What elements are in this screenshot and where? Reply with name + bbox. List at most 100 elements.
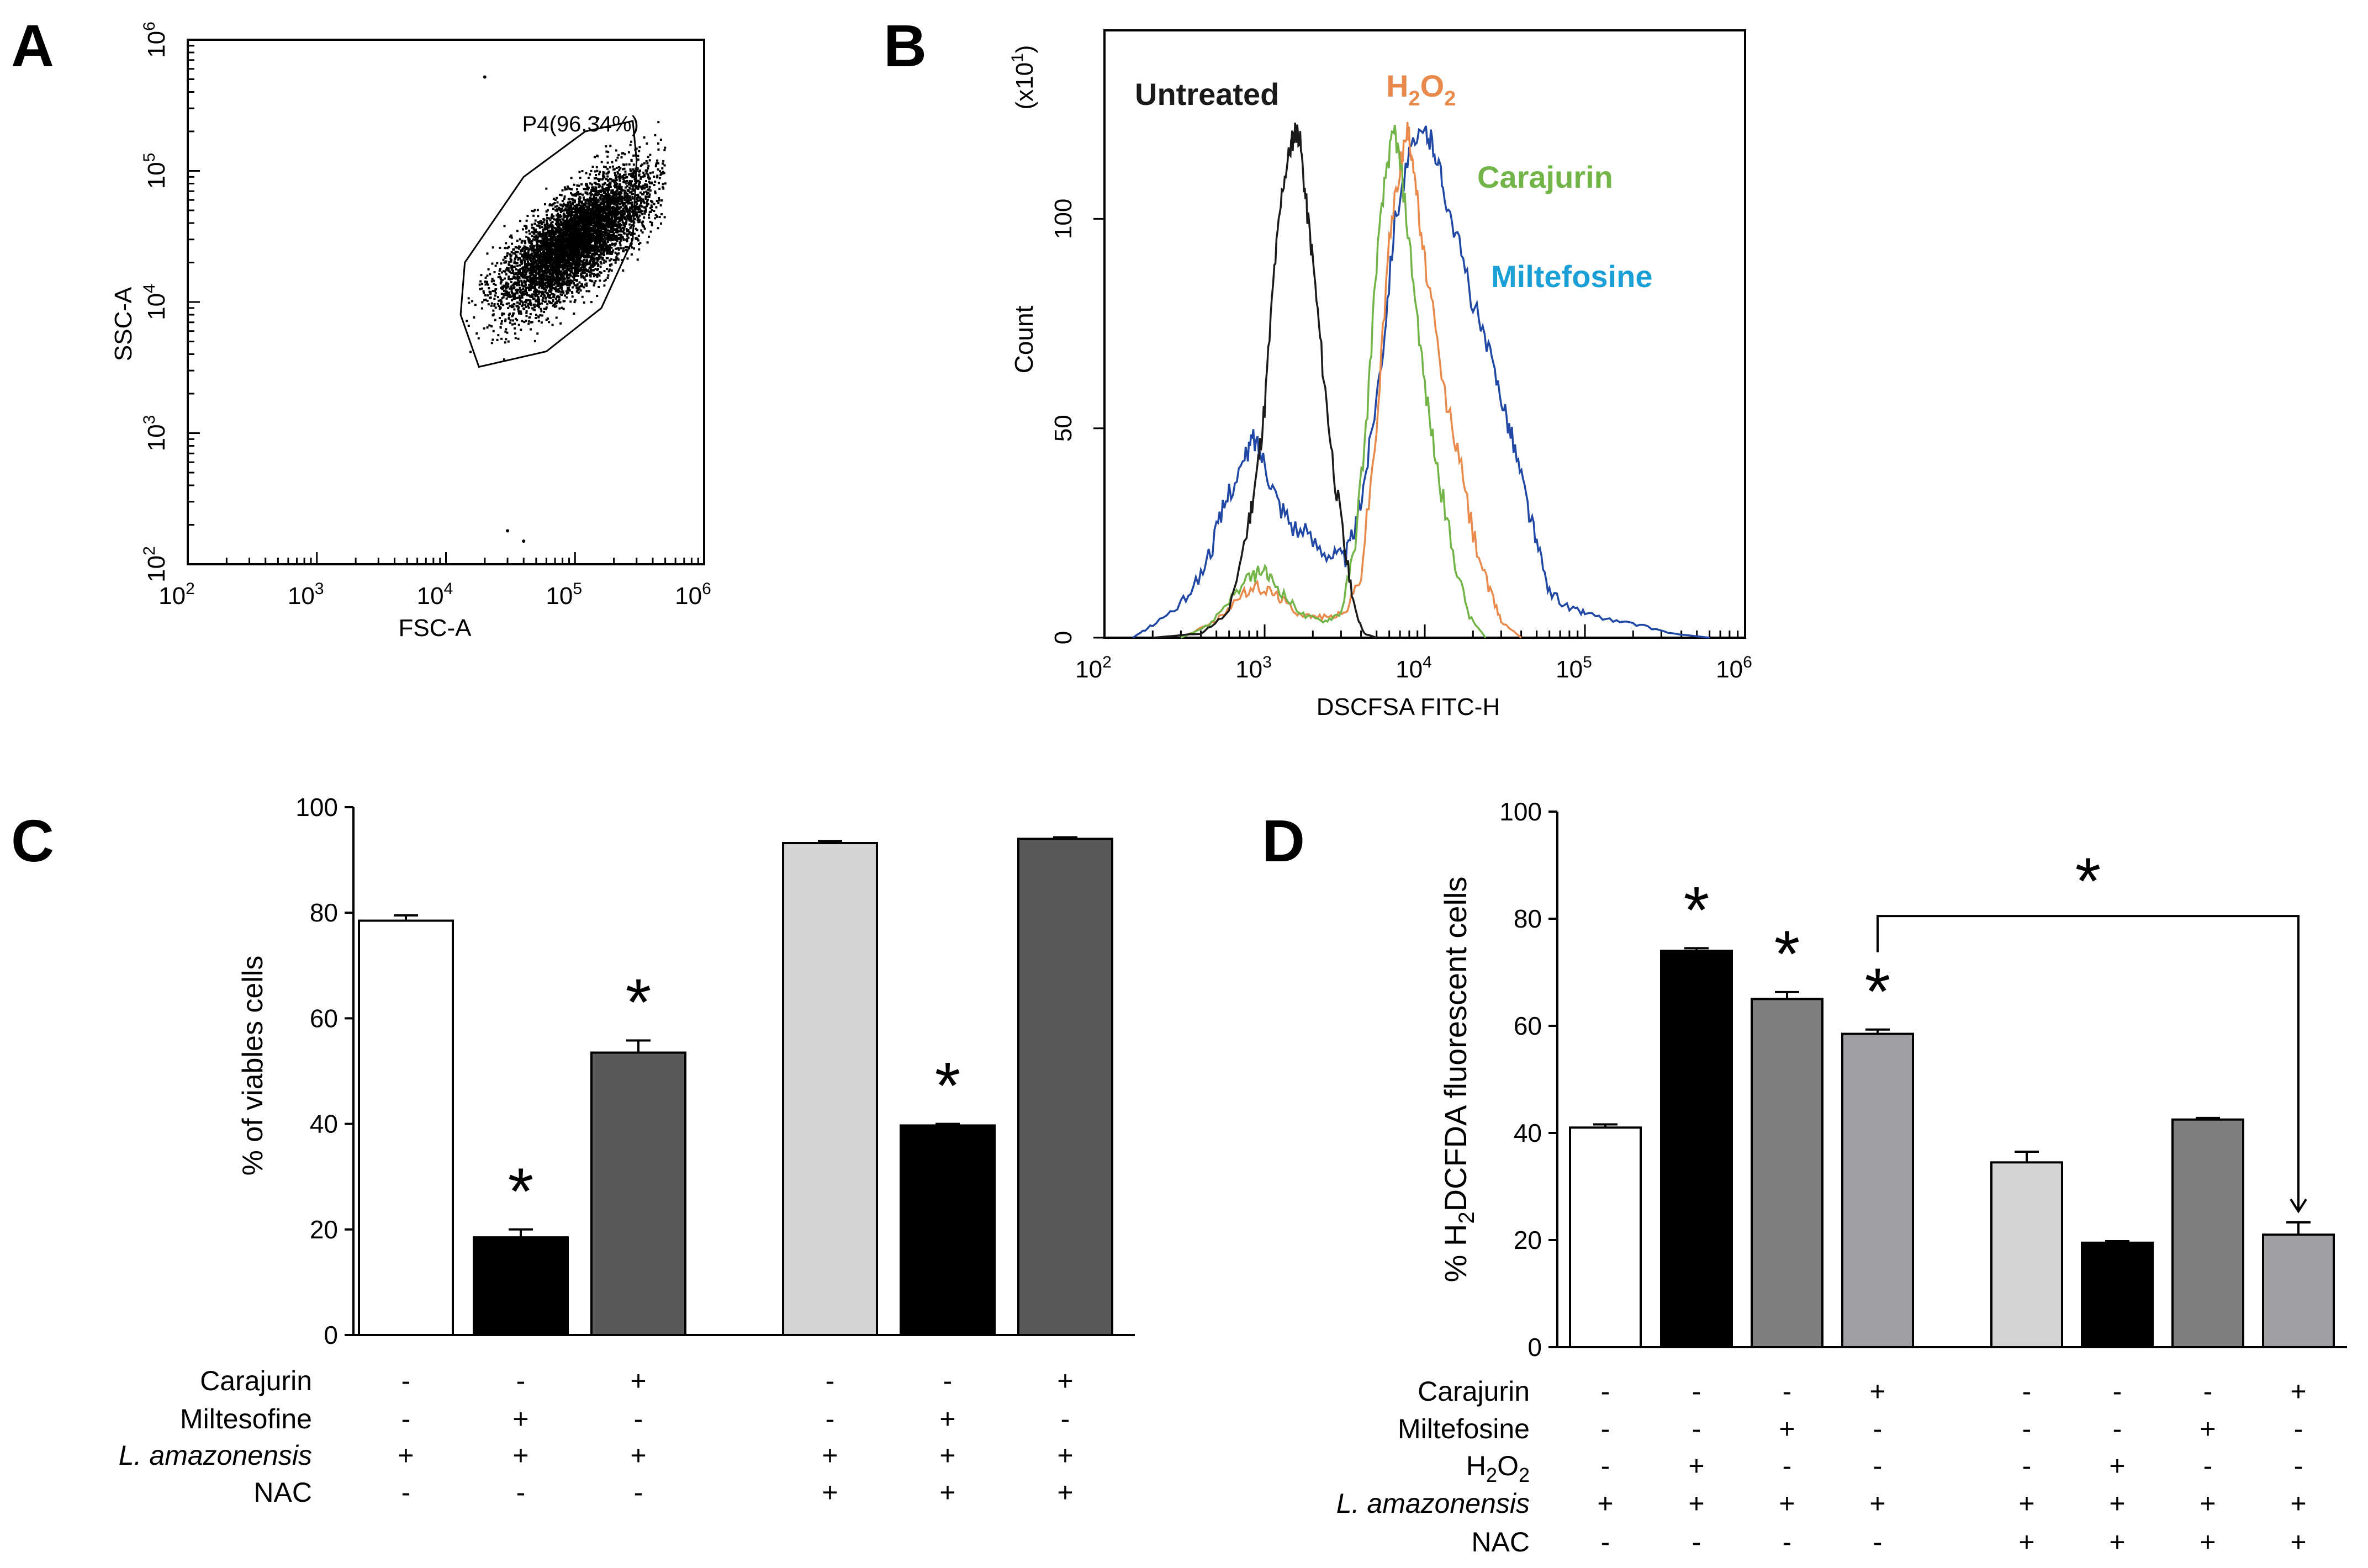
event-dot [538,262,541,264]
event-dot [632,168,635,171]
event-dot [518,312,521,315]
event-dot [631,180,633,183]
event-dot [646,162,649,165]
event-dot [605,252,608,255]
event-dot [559,257,562,260]
event-dot [583,267,586,269]
event-dot [590,244,593,247]
event-dot [512,293,515,296]
event-dot [563,231,565,234]
event-dot [624,176,627,179]
event-dot [500,300,503,303]
event-dot [546,237,548,240]
event-dot [512,252,515,255]
event-dot [641,224,644,226]
event-dot [545,255,548,258]
event-dot [565,260,568,263]
event-dot [538,253,541,256]
event-dot [605,246,607,249]
event-dot [493,271,496,274]
event-dot [504,292,506,295]
event-dot [663,172,665,174]
event-dot [542,229,545,231]
event-dot [583,223,585,225]
event-dot [583,243,585,246]
event-dot [547,294,549,296]
event-dot [595,183,598,186]
event-dot [643,202,646,204]
event-dot [543,258,546,261]
event-dot [600,210,602,213]
event-dot [551,324,554,326]
event-dot [582,268,585,271]
event-dot [637,239,639,242]
event-dot [623,194,626,197]
event-dot [511,304,514,307]
event-dot [602,191,605,194]
event-dot [545,239,547,242]
event-dot [636,238,639,241]
event-dot [607,224,610,226]
event-dot [578,210,581,213]
event-dot [488,287,490,290]
event-dot [625,221,627,224]
event-dot [556,209,558,211]
event-dot [535,280,537,283]
event-dot [568,187,570,190]
event-dot [575,290,578,293]
event-dot [609,177,611,180]
event-dot [537,292,540,295]
event-dot [566,204,569,206]
event-dot [522,255,525,258]
event-dot [648,195,651,198]
event-dot [600,229,602,232]
event-dot [521,255,524,258]
event-dot [594,224,596,227]
event-dot [613,192,616,195]
event-dot [584,183,587,186]
event-dot [530,252,533,255]
event-dot [536,294,538,297]
event-dot [554,240,557,243]
event-dot [590,234,593,236]
event-dot [615,252,618,255]
event-dot [583,301,585,304]
event-dot [619,167,622,169]
event-dot [635,227,637,230]
event-dot [637,221,640,224]
event-dot [590,183,593,186]
event-dot [506,285,509,288]
event-dot [552,237,554,240]
event-dot [551,213,553,216]
event-dot [624,198,627,201]
event-dot [474,304,477,306]
event-dot [636,219,639,221]
event-dot [519,269,521,272]
event-dot [559,272,562,275]
event-dot [622,181,625,183]
event-dot [575,272,578,275]
event-dot [562,292,565,294]
event-dot [562,241,565,243]
event-dot [601,246,604,248]
event-dot [654,165,657,168]
event-dot [541,244,543,247]
event-dot [604,240,607,243]
event-dot [594,220,596,223]
event-dot [615,193,617,195]
event-dot [500,280,503,283]
event-dot [517,277,520,280]
event-dot [646,200,648,203]
event-dot [516,273,519,276]
event-dot [562,271,564,274]
event-dot [586,226,589,229]
event-dot [588,211,590,214]
event-dot [580,248,583,251]
event-dot [578,241,581,243]
event-dot [541,293,543,295]
event-dot [624,216,627,219]
event-dot [614,224,617,227]
event-dot [628,231,631,234]
event-dot [572,219,574,221]
event-dot [586,256,589,259]
